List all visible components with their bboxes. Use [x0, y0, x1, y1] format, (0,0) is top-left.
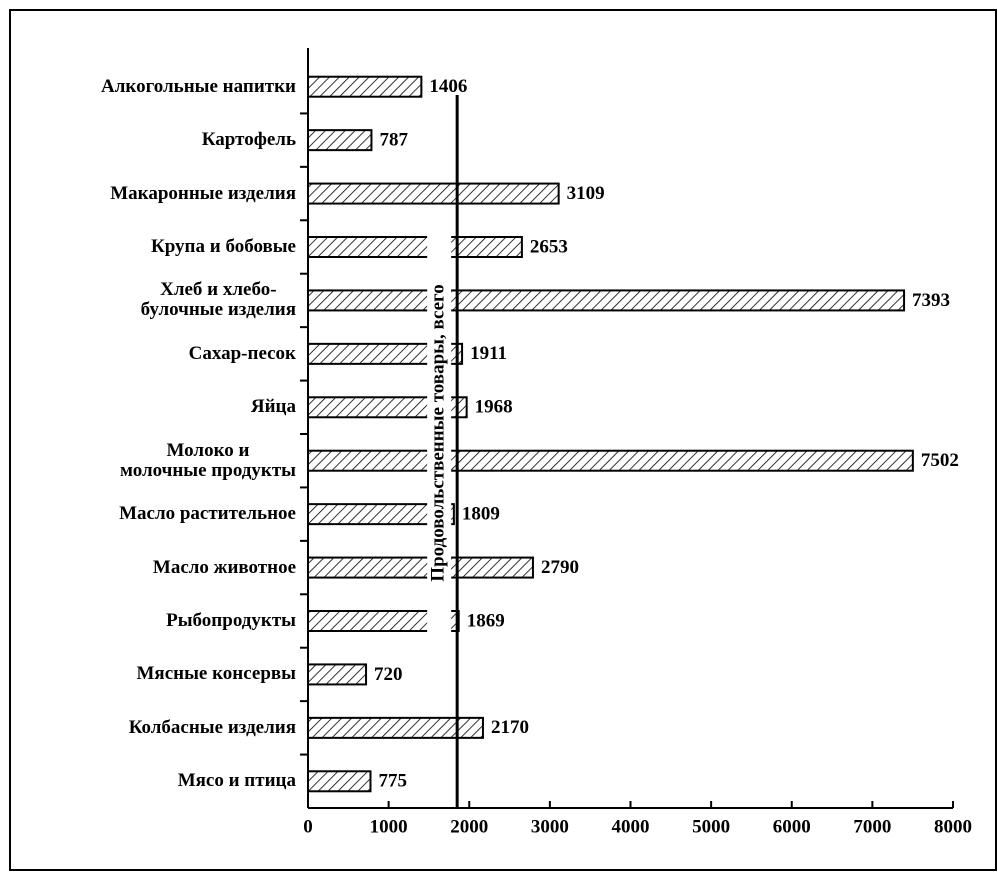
category-label: Сахар-песок: [188, 342, 296, 364]
category-label: Масло животное: [152, 556, 296, 578]
category-label: Крупа и бобовые: [150, 236, 296, 257]
category-label: Хлеб и хлебо- булочные изделия: [140, 279, 296, 321]
x-tick-label: 7000: [853, 816, 891, 837]
bar: [307, 236, 523, 258]
value-label: 787: [379, 130, 408, 151]
bar: [307, 182, 560, 205]
bar: [307, 289, 906, 312]
bar: [307, 770, 372, 793]
bar: [307, 342, 464, 365]
value-label: 720: [374, 664, 403, 685]
x-tick-label: 5000: [692, 816, 730, 837]
category-label: Молоко и молочные продукты: [120, 439, 296, 481]
x-tick-label: 3000: [531, 816, 569, 837]
value-label: 1406: [429, 76, 467, 97]
bar: [307, 129, 373, 152]
x-tick-label: 0: [303, 816, 313, 837]
category-label: Мясо и птица: [177, 770, 296, 792]
category-label: Масло растительное: [119, 503, 296, 525]
value-label: 3109: [567, 183, 605, 204]
category-label: Колбасные изделия: [128, 716, 296, 738]
x-tick-label: 2000: [450, 816, 488, 837]
category-label: Картофель: [201, 129, 296, 151]
value-label: 775: [378, 771, 407, 792]
reference-label-bg: [427, 230, 452, 640]
value-label: 1869: [467, 610, 505, 631]
bar: [307, 75, 423, 98]
frame: [9, 9, 997, 871]
value-label: 2170: [491, 717, 529, 738]
bar: [307, 449, 914, 472]
reference-label: Продовольственные товары, всего: [428, 284, 449, 581]
bar: [307, 610, 460, 632]
value-label: 1911: [470, 343, 507, 364]
value-label: 2653: [530, 236, 568, 257]
x-tick-label: 8000: [934, 816, 972, 837]
x-tick-label: 6000: [773, 816, 811, 837]
value-label: 1968: [475, 397, 513, 418]
bar: [307, 556, 534, 579]
x-tick-label: 1000: [370, 816, 408, 837]
category-label: Мясные консервы: [136, 663, 296, 685]
category-label: Рыбопродукты: [166, 610, 296, 631]
bar: [307, 503, 455, 526]
value-label: 1809: [462, 504, 500, 525]
bar: [307, 716, 484, 739]
bar: [307, 663, 368, 686]
category-label: Алкогольные напитки: [101, 75, 296, 97]
x-tick-label: 4000: [612, 816, 650, 837]
category-label: Яйца: [250, 396, 296, 418]
value-label: 7502: [921, 450, 959, 471]
value-label: 2790: [541, 557, 579, 578]
category-label: Макаронные изделия: [110, 182, 296, 204]
value-label: 7393: [912, 290, 950, 311]
bar: [307, 396, 468, 419]
